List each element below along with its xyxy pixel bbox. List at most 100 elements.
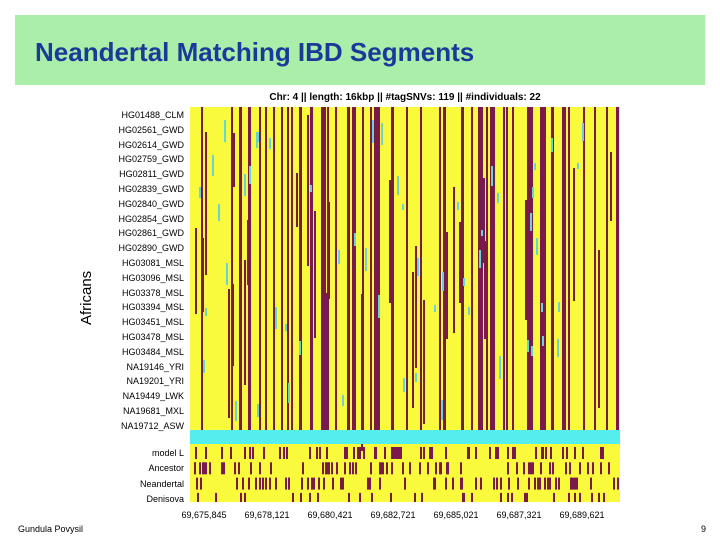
reference-allele-mark xyxy=(344,462,346,475)
reference-allele-mark xyxy=(507,492,509,502)
reference-allele-mark xyxy=(480,477,482,490)
reference-allele-mark xyxy=(534,477,536,490)
minor-allele-segment xyxy=(423,300,425,424)
reference-allele-mark xyxy=(391,462,393,475)
reference-allele-mark xyxy=(371,492,373,502)
individual-label: HG03394_MSL xyxy=(121,302,184,313)
individual-label: HG02759_GWD xyxy=(118,154,184,165)
reference-allele-mark xyxy=(528,462,530,475)
minor-allele-stripe xyxy=(564,107,566,430)
minor-allele-stripe xyxy=(248,107,251,430)
reference-allele-mark xyxy=(508,477,510,490)
minor-allele-stripe xyxy=(490,107,493,430)
reference-allele-mark xyxy=(367,477,369,490)
major-allele-mark xyxy=(218,204,220,221)
reference-allele-mark xyxy=(215,492,217,502)
major-allele-mark xyxy=(402,204,404,210)
reference-allele-mark xyxy=(524,492,526,502)
reference-allele-mark xyxy=(539,477,541,490)
reference-allele-mark xyxy=(566,447,568,459)
individual-label: NA19201_YRI xyxy=(126,376,184,387)
reference-allele-mark xyxy=(414,492,416,502)
minor-allele-segment xyxy=(314,211,316,338)
minor-allele-stripe xyxy=(506,107,508,430)
reference-allele-mark xyxy=(240,492,242,502)
minor-allele-stripe xyxy=(370,107,372,430)
minor-allele-segment xyxy=(491,177,493,243)
reference-allele-mark xyxy=(270,462,272,475)
reference-allele-mark xyxy=(497,447,499,459)
reference-allele-mark xyxy=(549,462,551,475)
reference-allele-mark xyxy=(547,477,549,490)
minor-allele-segment xyxy=(439,301,441,371)
reference-allele-mark xyxy=(262,477,264,490)
reference-allele-mark xyxy=(613,477,615,490)
major-allele-mark xyxy=(275,307,277,329)
major-allele-mark xyxy=(417,258,419,276)
major-allele-mark xyxy=(285,324,287,331)
major-allele-mark xyxy=(249,166,251,184)
reference-allele-mark xyxy=(571,477,573,490)
reference-allele-mark xyxy=(325,462,327,475)
minor-allele-stripe xyxy=(594,107,596,430)
reference-allele-mark xyxy=(427,462,429,475)
minor-allele-segment xyxy=(453,187,455,333)
slide-title: Neandertal Matching IBD Segments xyxy=(35,37,475,67)
major-allele-mark xyxy=(463,278,465,286)
x-tick-label: 69,678,121 xyxy=(244,510,290,520)
reference-row-label: Neandertal xyxy=(139,478,184,489)
minor-allele-stripe xyxy=(443,107,446,430)
major-allele-mark xyxy=(212,155,214,176)
individual-label: HG01488_CLM xyxy=(121,110,184,120)
reference-allele-mark xyxy=(300,492,302,502)
minor-allele-segment xyxy=(610,152,612,221)
minor-allele-segment xyxy=(573,168,575,301)
reference-allele-mark xyxy=(369,477,371,490)
reference-allele-mark xyxy=(263,447,265,459)
minor-allele-stripe xyxy=(265,107,267,430)
reference-allele-mark xyxy=(565,462,567,475)
reference-allele-mark xyxy=(429,447,431,459)
reference-allele-mark xyxy=(197,492,199,502)
reference-allele-mark xyxy=(230,447,232,459)
reference-allele-mark xyxy=(396,447,398,459)
reference-allele-mark xyxy=(590,477,592,490)
minor-allele-segment xyxy=(542,252,544,406)
major-allele-mark xyxy=(415,373,417,382)
reference-allele-mark xyxy=(391,447,393,459)
reference-allele-mark xyxy=(496,477,498,490)
individual-label: HG02561_GWD xyxy=(118,124,184,135)
reference-allele-mark xyxy=(587,462,589,475)
major-allele-mark xyxy=(203,360,205,373)
reference-allele-mark xyxy=(342,477,344,490)
reference-allele-mark xyxy=(603,492,605,502)
minor-allele-stripe xyxy=(420,107,422,430)
reference-allele-mark xyxy=(374,447,376,459)
minor-allele-stripe xyxy=(512,107,514,430)
ibd-segment-plot xyxy=(190,107,620,502)
page-number: 9 xyxy=(700,524,706,534)
reference-allele-mark xyxy=(544,477,546,490)
reference-allele-mark xyxy=(319,447,321,459)
major-allele-mark xyxy=(199,187,201,198)
minor-allele-stripe xyxy=(323,107,326,430)
major-allele-mark xyxy=(497,193,499,203)
minor-allele-segment xyxy=(361,294,363,451)
individual-label: HG02890_GWD xyxy=(118,243,184,254)
individual-label: HG02854_GWD xyxy=(118,213,184,224)
minor-allele-segment xyxy=(483,178,485,263)
major-allele-mark xyxy=(582,123,584,141)
minor-allele-stripe xyxy=(540,107,543,430)
reference-allele-mark xyxy=(542,447,544,459)
reference-allele-mark xyxy=(523,462,525,475)
minor-allele-stripe xyxy=(562,107,564,430)
reference-allele-mark xyxy=(423,447,425,459)
reference-allele-mark xyxy=(475,447,477,459)
x-tick-label: 69,675,845 xyxy=(181,510,227,520)
major-allele-mark xyxy=(372,120,374,143)
reference-allele-mark xyxy=(332,477,334,490)
reference-allele-mark xyxy=(238,462,240,475)
individual-label: HG03081_MSL xyxy=(121,258,184,268)
major-allele-mark xyxy=(531,346,533,356)
plot-header: Chr: 4 || length: 16kbp || #tagSNVs: 119… xyxy=(269,92,541,103)
